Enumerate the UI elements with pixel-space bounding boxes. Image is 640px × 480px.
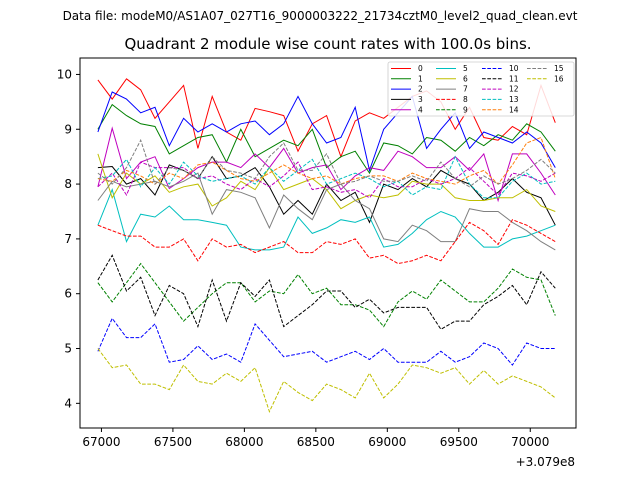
series-line-16: [97, 348, 556, 413]
series-line-10: [97, 317, 556, 366]
legend-label-13: 13: [509, 95, 519, 104]
x-tick-label: 68000: [225, 435, 263, 449]
legend-label-4: 4: [418, 105, 423, 114]
series-layer: [97, 78, 556, 413]
legend-label-11: 11: [509, 74, 519, 83]
legend-label-15: 15: [554, 64, 564, 73]
y-tick-label: 8: [64, 177, 72, 191]
series-line-1: [97, 103, 556, 175]
legend-label-10: 10: [509, 64, 519, 73]
legend-box: [387, 61, 575, 117]
y-tick-label: 4: [64, 396, 72, 410]
x-tick-label: 69500: [440, 435, 478, 449]
series-line-8: [97, 219, 556, 265]
legend-label-14: 14: [509, 105, 519, 114]
legend-label-0: 0: [418, 64, 423, 73]
x-tick-label: 68500: [297, 435, 335, 449]
legend-label-7: 7: [463, 85, 468, 94]
plot-area: [97, 78, 556, 413]
x-tick-label: 67500: [154, 435, 192, 449]
series-line-12: [97, 161, 556, 199]
legend-label-8: 8: [463, 95, 468, 104]
x-axis: 67000 67500 68000 68500 69000 69500 70000: [82, 428, 549, 449]
series-line-15: [97, 138, 556, 188]
x-tick-label: 70000: [511, 435, 549, 449]
legend-label-12: 12: [509, 85, 519, 94]
y-tick-label: 10: [57, 67, 72, 81]
series-line-14: [97, 136, 556, 185]
series-line-9: [97, 262, 556, 328]
legend-label-9: 9: [463, 105, 468, 114]
y-tick-label: 5: [64, 342, 72, 356]
chart-title: Quadrant 2 module wise count rates with …: [124, 35, 531, 53]
series-line-11: [97, 254, 556, 330]
x-tick-label: 67000: [82, 435, 120, 449]
legend-label-6: 6: [463, 74, 468, 83]
legend-label-2: 2: [418, 85, 423, 94]
series-line-2: [97, 91, 556, 173]
y-axis: 4 5 6 7 8 9 10: [57, 67, 80, 410]
legend-label-1: 1: [418, 74, 423, 83]
series-line-0: [97, 78, 556, 159]
legend-label-3: 3: [418, 95, 423, 104]
legend-label-16: 16: [554, 74, 564, 83]
axes-frame: [79, 57, 577, 429]
series-line-7: [97, 172, 556, 251]
y-tick-label: 7: [64, 232, 72, 246]
series-line-13: [97, 155, 556, 199]
series-line-5: [97, 188, 556, 251]
file-suptitle: Data file: modeM0/AS1A07_027T16_90000032…: [63, 9, 578, 23]
legend-label-5: 5: [463, 64, 468, 73]
y-tick-label: 6: [64, 287, 72, 301]
x-tick-label: 69000: [368, 435, 406, 449]
x-offset-label: +3.079e8: [516, 455, 575, 469]
y-tick-label: 9: [64, 122, 72, 136]
